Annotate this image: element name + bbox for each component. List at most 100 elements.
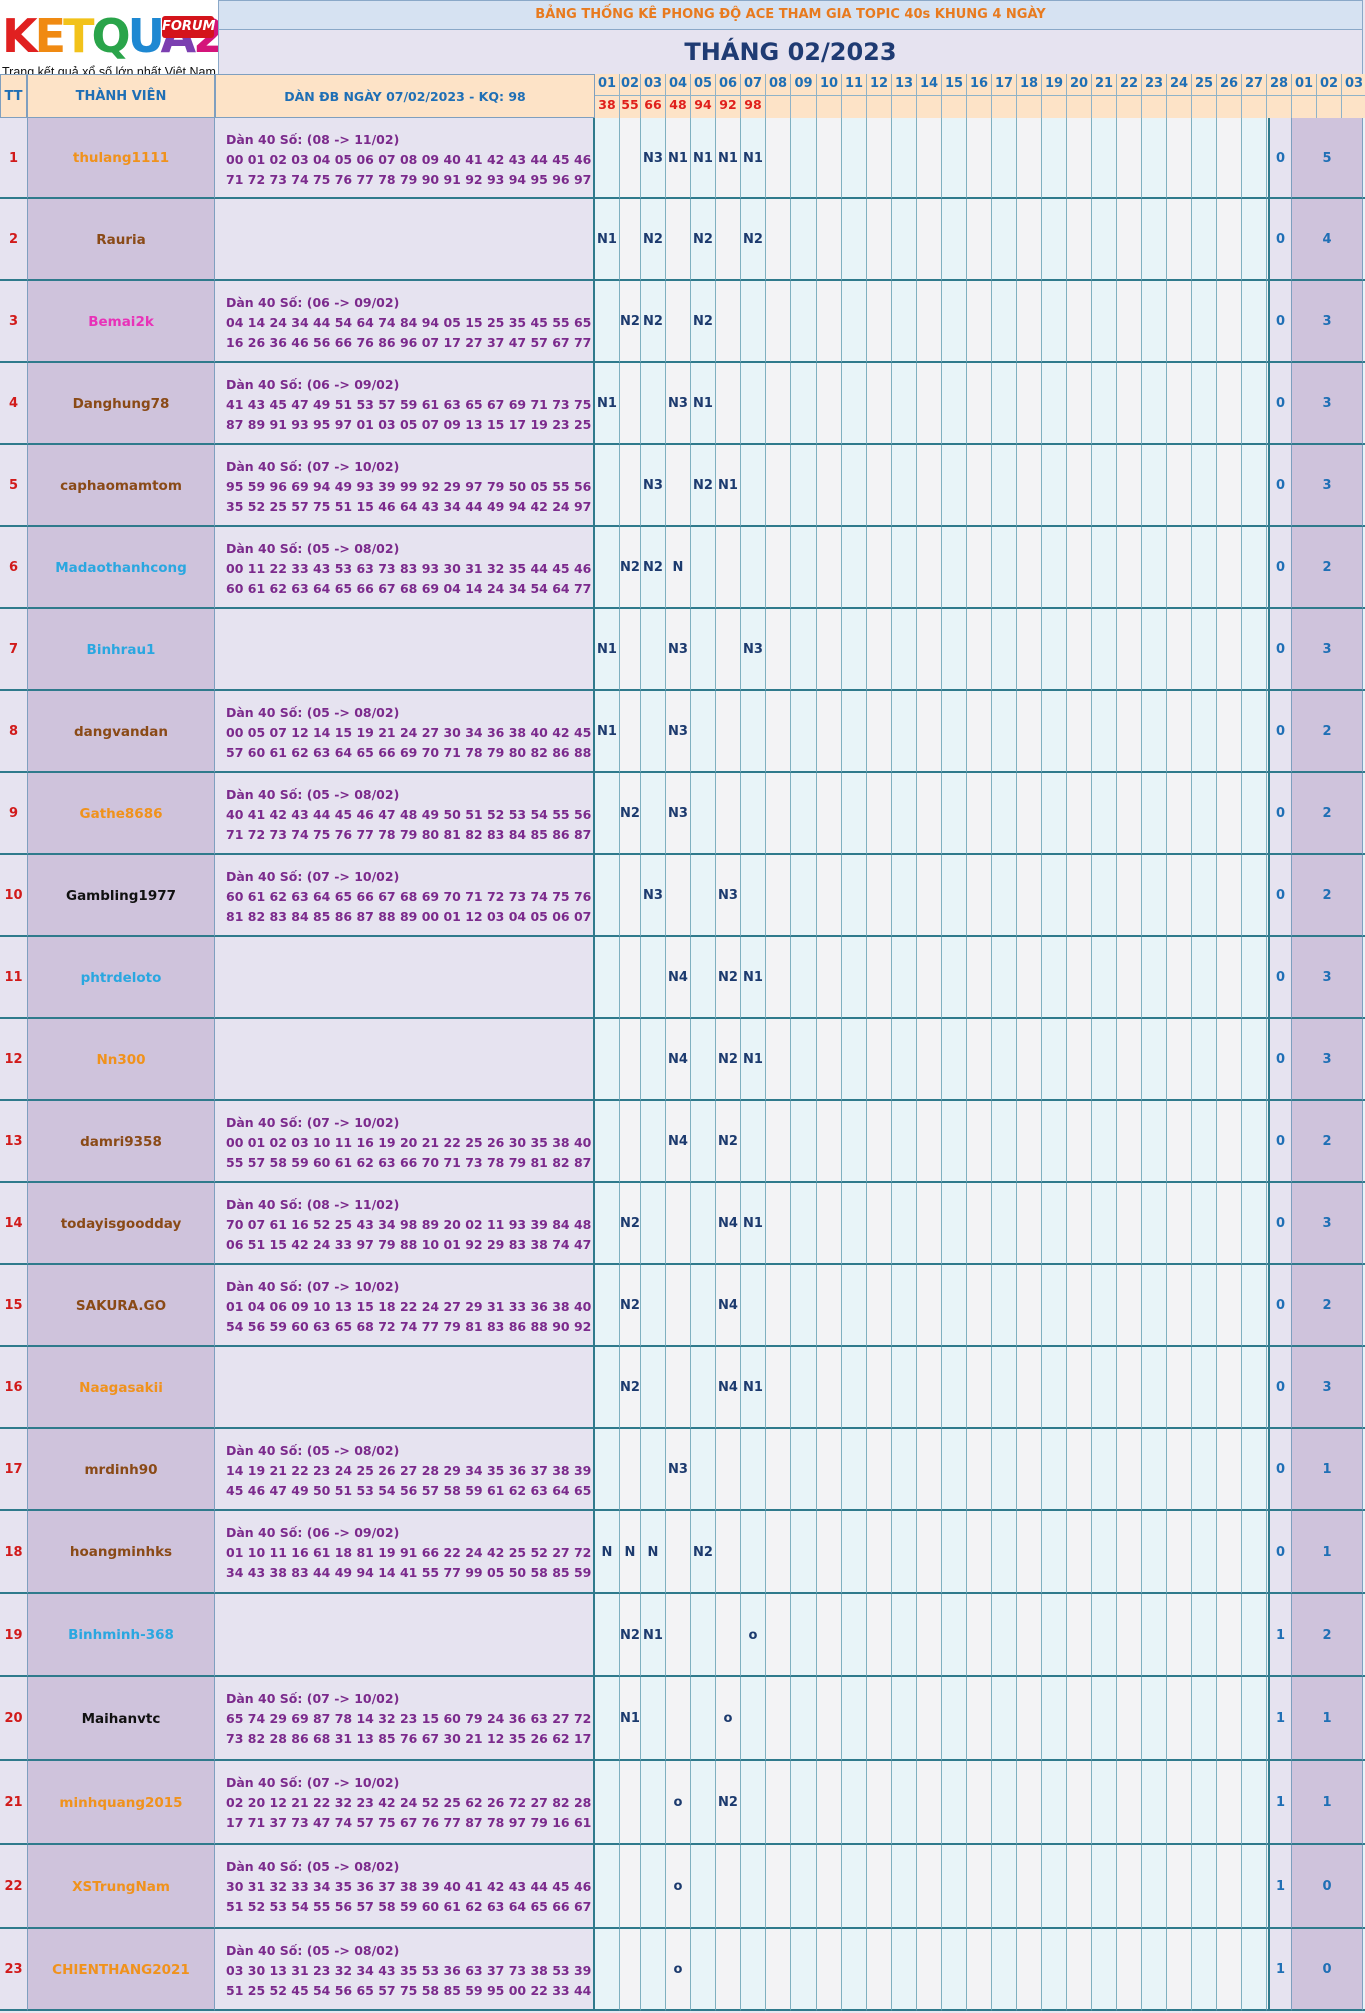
day-mark [1167, 363, 1192, 445]
day-mark [1167, 1347, 1192, 1429]
day-mark [791, 363, 817, 445]
day-mark [1017, 855, 1042, 937]
day-mark [741, 855, 766, 937]
day-mark [967, 1183, 992, 1265]
dan-numbers: Dàn 40 Số: (08 -> 11/02) 70 07 61 16 52 2… [215, 1183, 595, 1265]
day-mark [817, 118, 842, 199]
day-mark [892, 281, 917, 363]
day-mark [1142, 609, 1167, 691]
day-mark [595, 773, 620, 855]
day-mark [1067, 1511, 1092, 1594]
day-mark [1142, 363, 1167, 445]
day-mark [791, 937, 817, 1019]
total-sum: 2 [1291, 1101, 1363, 1183]
day-mark [741, 773, 766, 855]
day-mark [741, 445, 766, 527]
day-mark [1192, 1347, 1217, 1429]
row-tt: 14 [0, 1183, 27, 1265]
day-mark [620, 445, 641, 527]
day-mark [892, 1761, 917, 1845]
day-mark [1042, 1019, 1067, 1101]
logo[interactable]: KETQUA2 FORUM Trang kết quả xổ số lớn nh… [0, 0, 218, 80]
day-mark [917, 363, 942, 445]
day-mark [1167, 1511, 1192, 1594]
total-hit: 0 [1268, 1429, 1291, 1511]
day-mark [992, 609, 1017, 691]
day-mark [791, 1347, 817, 1429]
day-mark [892, 1677, 917, 1761]
day-mark [842, 773, 867, 855]
member-name: hoangminhks [27, 1511, 215, 1594]
day-mark [1167, 1019, 1192, 1101]
day-mark [942, 1101, 967, 1183]
month-title: THÁNG 02/2023 [218, 30, 1363, 74]
day-mark [867, 937, 892, 1019]
day-mark [1117, 609, 1142, 691]
day-mark [1067, 609, 1092, 691]
total-hit: 0 [1268, 937, 1291, 1019]
day-mark [791, 1265, 817, 1347]
day-mark [1117, 1594, 1142, 1677]
row-tt: 11 [0, 937, 27, 1019]
day-mark [1042, 281, 1067, 363]
dan-title: Dàn 40 Số: (06 -> 09/02) [226, 377, 400, 392]
day-header: 27 [1242, 74, 1267, 96]
day-mark [741, 1845, 766, 1929]
day-mark [867, 363, 892, 445]
day-mark [917, 1929, 942, 2011]
day-mark [766, 1929, 791, 2011]
day-mark: N2 [620, 1347, 641, 1429]
day-mark [1017, 1183, 1042, 1265]
day-mark [967, 199, 992, 281]
day-result: 92 [716, 96, 741, 118]
day-mark [1067, 445, 1092, 527]
day-mark [1117, 1265, 1142, 1347]
logo-wordmark: KETQUA2 [2, 10, 218, 62]
day-mark [1142, 1677, 1167, 1761]
day-mark [942, 1929, 967, 2011]
day-mark [942, 1265, 967, 1347]
day-mark [942, 527, 967, 609]
dan-line1: 65 74 29 69 87 78 14 32 23 15 60 79 24 3… [226, 1711, 593, 1726]
day-mark [1142, 1761, 1167, 1845]
day-mark [595, 1019, 620, 1101]
day-mark [892, 691, 917, 773]
day-mark [917, 1429, 942, 1511]
day-mark [716, 691, 741, 773]
dan-numbers [215, 609, 595, 691]
day-mark [867, 691, 892, 773]
day-mark [917, 1101, 942, 1183]
day-mark [842, 1929, 867, 2011]
total-hit: 1 [1268, 1845, 1291, 1929]
day-mark: N1 [741, 937, 766, 1019]
day-result [817, 96, 842, 118]
day-mark [766, 199, 791, 281]
day-mark [867, 281, 892, 363]
day-header: 06 [716, 74, 741, 96]
total-hit: 0 [1268, 1101, 1291, 1183]
member-name: Rauria [27, 199, 215, 281]
dan-title: Dàn 40 Số: (05 -> 08/02) [226, 541, 400, 556]
day-mark [1017, 1677, 1042, 1761]
total-hit: 0 [1268, 855, 1291, 937]
day-mark: N2 [620, 1594, 641, 1677]
day-mark [1217, 1183, 1242, 1265]
day-result [917, 96, 942, 118]
row-tt: 5 [0, 445, 27, 527]
member-name: thulang1111 [27, 118, 215, 199]
total-hit: 0 [1268, 1511, 1291, 1594]
day-mark [666, 1183, 691, 1265]
day-mark [1142, 1845, 1167, 1929]
day-mark [1117, 855, 1142, 937]
day-mark [1117, 118, 1142, 199]
day-header: 02 [1317, 74, 1342, 96]
day-mark [1042, 937, 1067, 1019]
day-mark: N4 [716, 1183, 741, 1265]
day-mark [967, 1265, 992, 1347]
day-mark [641, 1347, 666, 1429]
day-mark: N2 [691, 1511, 716, 1594]
day-mark [1067, 691, 1092, 773]
row-tt: 18 [0, 1511, 27, 1594]
day-mark [1017, 1594, 1042, 1677]
day-mark [1092, 1347, 1117, 1429]
